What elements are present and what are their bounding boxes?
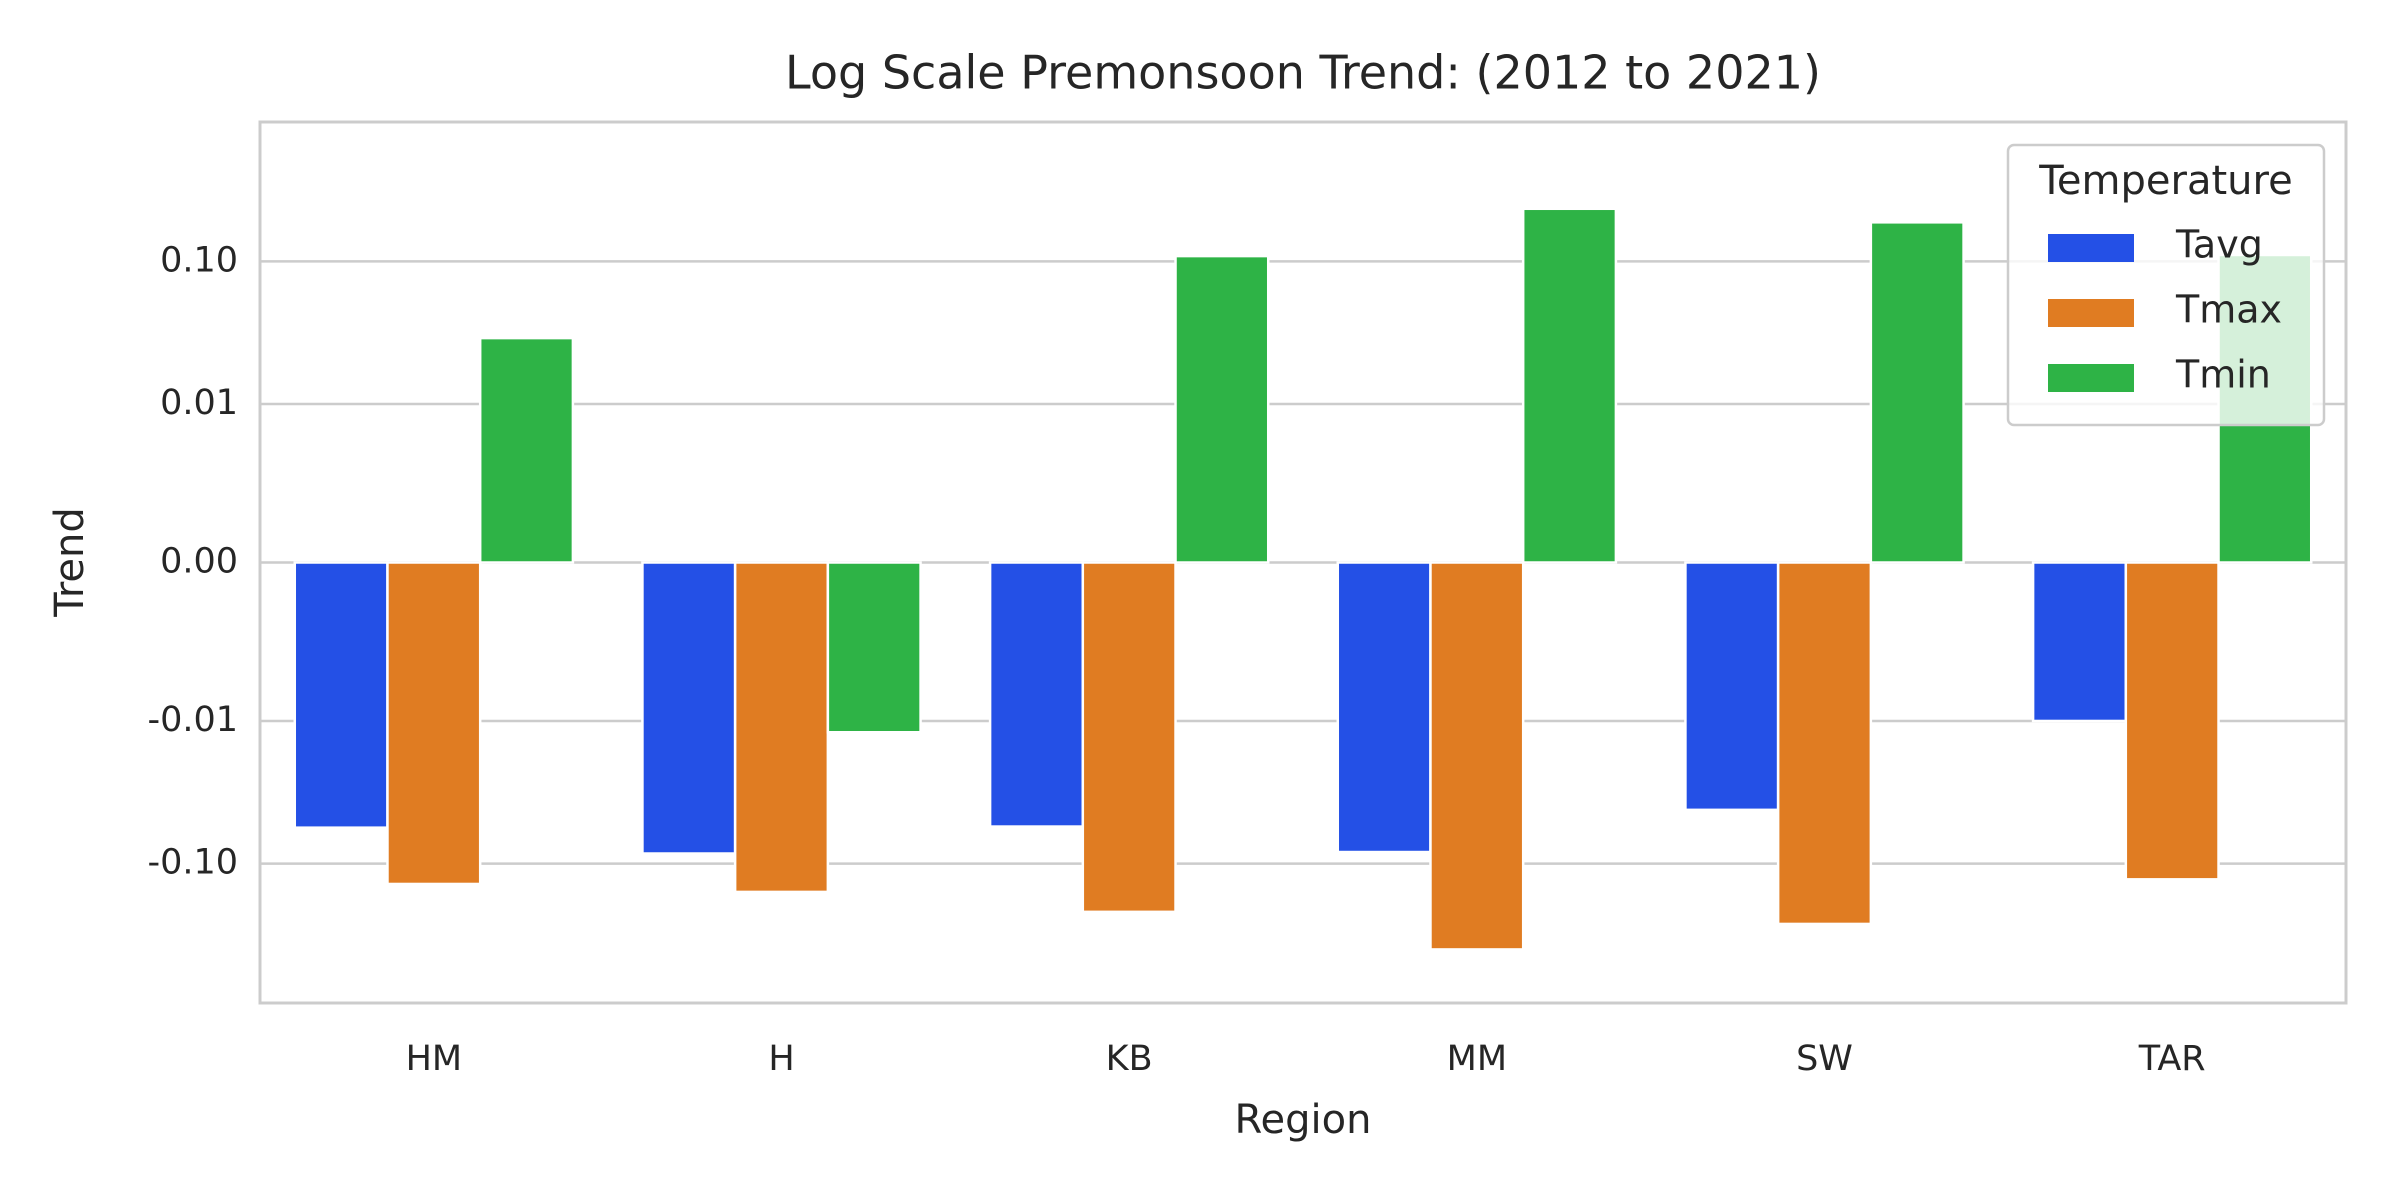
y-axis-label: Trend [47, 507, 93, 617]
x-tick-label: HM [406, 1039, 463, 1079]
bar [478, 336, 575, 564]
bar [1336, 561, 1432, 854]
y-tick-label: 0.10 [160, 240, 238, 280]
legend-label: Tmax [2175, 288, 2282, 332]
y-tick-label: 0.00 [160, 542, 238, 582]
legend-title: Temperature [2038, 158, 2292, 204]
bar [386, 561, 482, 886]
bar [293, 561, 389, 829]
y-tick-label: 0.01 [160, 383, 238, 423]
y-tick-label: -0.10 [147, 843, 238, 883]
legend-label: Tavg [2175, 223, 2263, 267]
bar [2124, 561, 2220, 881]
legend-swatch [2048, 364, 2134, 392]
legend-swatch [2048, 234, 2134, 262]
legend-label: Tmin [2175, 353, 2271, 397]
x-tick-label: H [768, 1039, 794, 1079]
bar [641, 561, 737, 855]
legend: Temperature Tavg Tmax Tmin [2006, 143, 2326, 427]
bar [1776, 561, 1873, 926]
plot-frame [258, 120, 2348, 1005]
bar [1429, 561, 1525, 951]
bar [1081, 561, 1177, 914]
bar [826, 561, 922, 734]
x-axis-label: Region [1235, 1097, 1372, 1143]
bar [733, 561, 830, 894]
x-tick-label: SW [1796, 1039, 1853, 1079]
bar [988, 561, 1085, 828]
y-tick-label: -0.01 [147, 700, 238, 740]
chart-title: Log Scale Premonsoon Trend: (2012 to 202… [785, 46, 1821, 100]
bar [1174, 254, 1270, 564]
legend-swatch [2048, 299, 2134, 327]
x-tick-label: KB [1106, 1039, 1153, 1079]
x-tick-label: MM [1447, 1039, 1507, 1079]
bar [2031, 561, 2128, 723]
x-tick-label: TAR [2138, 1039, 2206, 1079]
bar [1869, 221, 1965, 564]
legend-box [2006, 143, 2326, 427]
bar [1521, 207, 1618, 564]
bar [1684, 561, 1780, 812]
